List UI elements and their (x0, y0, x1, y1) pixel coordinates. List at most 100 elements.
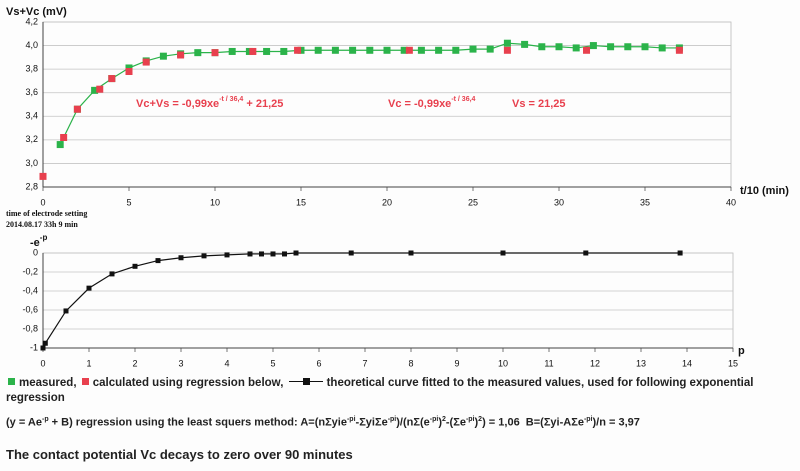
point (366, 46, 374, 54)
point (400, 46, 408, 54)
formula-text: ) (474, 416, 479, 429)
x-tick-label: 9 (454, 358, 459, 368)
y-axis-label-text: -e (30, 237, 40, 249)
x-tick-label: 14 (682, 358, 692, 368)
point (91, 86, 99, 94)
point (624, 43, 632, 51)
point (280, 47, 288, 55)
point (555, 43, 563, 51)
x-tick-label: 8 (408, 358, 413, 368)
y-tick-label: -1 (30, 342, 38, 352)
point (282, 251, 287, 257)
annotation-text: Vc+Vs = -0,99xe (136, 98, 219, 110)
point (39, 172, 47, 180)
y-tick-label: -0,4 (22, 285, 38, 295)
point (383, 46, 391, 54)
point (247, 251, 253, 257)
x-tick-label: 10 (498, 358, 508, 368)
y-tick-label: 0 (33, 247, 38, 257)
point (40, 345, 46, 351)
formula-sup: 2 (478, 416, 483, 423)
plot-frame (42, 252, 734, 349)
point (132, 263, 138, 269)
x-tick-label: 10 (210, 197, 220, 207)
x-tick-label: 11 (544, 358, 553, 368)
formula-sup: -pi (429, 416, 439, 423)
x-tick-label: 12 (590, 358, 600, 368)
point (521, 40, 529, 48)
formula-sup: -pi (465, 416, 475, 423)
point (270, 251, 276, 257)
point (155, 258, 161, 264)
legend: measured, calculated using regression be… (6, 376, 786, 406)
formula-sup: -pi (583, 416, 593, 423)
formula-text: )/(nΣ(e (396, 416, 430, 429)
x-tick-label: 5 (270, 358, 275, 368)
y-axis-label: Vs+Vc (mV) (6, 6, 67, 18)
legend-icon (8, 378, 15, 385)
formula-text: -(Σe (445, 416, 466, 429)
x-tick-label: 1 (86, 358, 91, 368)
point (331, 46, 339, 54)
point (294, 46, 302, 54)
formula: (y = Ae-p + B) regression using the leas… (6, 416, 640, 429)
x-tick-label: 2 (132, 358, 137, 368)
point (538, 43, 546, 51)
point (607, 43, 615, 51)
point (108, 75, 116, 83)
point (60, 134, 68, 141)
point (63, 308, 69, 314)
x-tick-label: 20 (382, 197, 392, 207)
x-tick-label: 13 (636, 358, 646, 368)
point (469, 45, 477, 53)
caption: The contact potential Vc decays to zero … (6, 447, 353, 462)
formula-text: ) (438, 416, 442, 429)
point (178, 255, 184, 261)
annotation-sup: -t / 36,4 (219, 96, 243, 103)
point (224, 252, 230, 258)
y-tick-label: 2,8 (25, 181, 38, 191)
point (658, 44, 666, 52)
point (348, 250, 354, 256)
x-tick-label: 6 (316, 358, 321, 368)
point (73, 105, 81, 113)
point (503, 46, 511, 54)
point (572, 44, 580, 52)
x-tick-label: 25 (468, 197, 478, 207)
annotation-text: Vc = -0,99xe (388, 98, 451, 110)
annotation-text: Vs = 21,25 (512, 98, 566, 110)
x-tick-label: 7 (362, 358, 367, 368)
point (249, 47, 257, 55)
point (314, 46, 322, 54)
legend-label: measured, (19, 377, 77, 389)
point (56, 141, 64, 149)
point (109, 271, 115, 277)
point (159, 52, 167, 60)
point (503, 39, 511, 47)
x-tick-label: 0 (40, 358, 45, 368)
formula-text: -ΣyiΣe (355, 416, 388, 429)
series-line (42, 252, 681, 349)
y-axis-label-text: Vs+Vc (mV) (6, 6, 67, 18)
legend-icon (288, 378, 323, 385)
note-line: 2014.08.17 33h 9 min (6, 220, 78, 229)
point (435, 46, 443, 54)
annotation-text: + 21,25 (243, 98, 283, 110)
point (293, 250, 299, 256)
point (675, 46, 683, 54)
x-tick-label: 3 (178, 358, 183, 368)
point (142, 58, 150, 66)
note-line: time of electrode setting (6, 209, 87, 218)
y-axis-label-sup: -p (40, 233, 48, 242)
point (211, 49, 219, 57)
point (583, 250, 589, 256)
point (96, 85, 104, 93)
x-tick-label: 35 (640, 197, 650, 207)
point (500, 250, 506, 256)
formula-sup: -pi (387, 416, 397, 423)
legend-icon (81, 378, 89, 385)
y-tick-label: -0,8 (22, 323, 38, 333)
y-axis-label: -e-p (30, 233, 47, 249)
point (177, 51, 185, 59)
legend-label: calculated using regression below, (92, 377, 284, 389)
